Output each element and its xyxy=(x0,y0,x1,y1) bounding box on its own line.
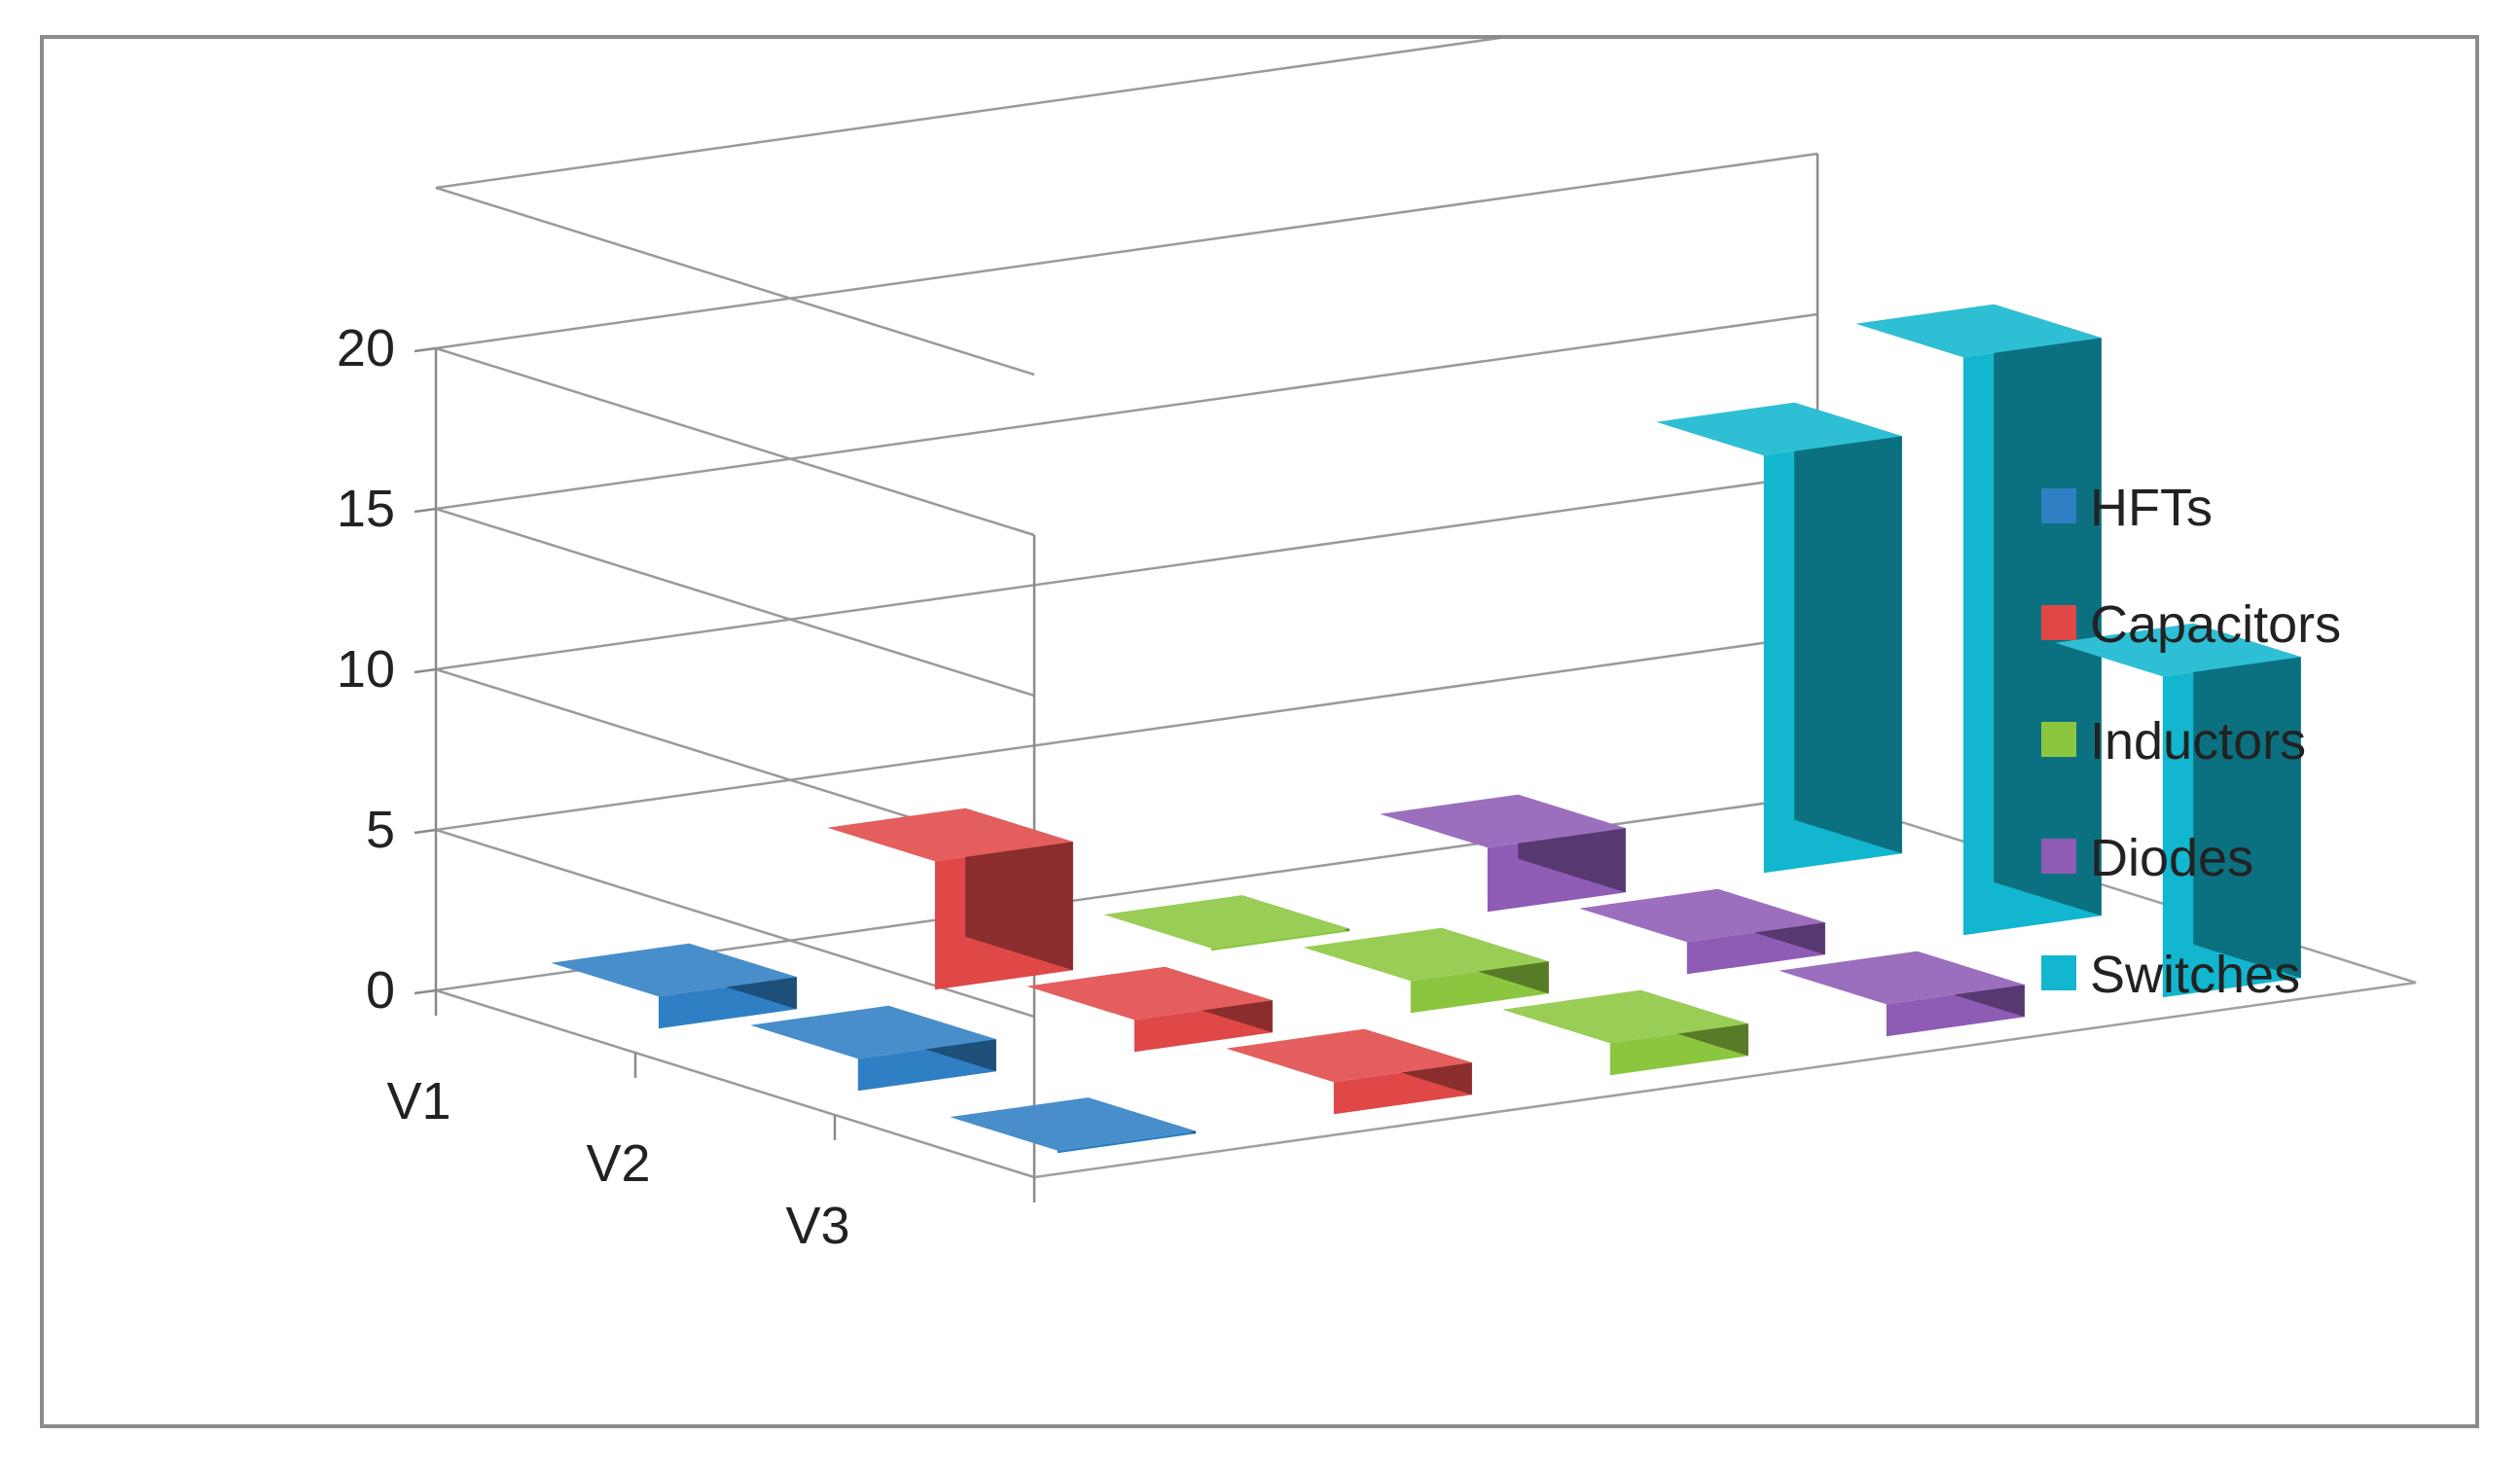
bar-top-face xyxy=(1656,402,1902,456)
y-tick-label: 0 xyxy=(366,961,395,1020)
legend-label: Diodes xyxy=(2090,829,2253,887)
y-tick-mark xyxy=(414,507,437,514)
legend-label: HFTs xyxy=(2090,479,2213,537)
bar-top-face xyxy=(1579,888,1825,943)
chart-axes: 0 5 10 15 20 V1 V2 V3 xyxy=(337,319,1036,1255)
legend-swatch xyxy=(2041,839,2076,874)
legend-label: Inductors xyxy=(2090,712,2306,771)
y-tick-label: 15 xyxy=(337,480,395,538)
bar-top-face xyxy=(950,1097,1196,1151)
legend-swatch xyxy=(2041,955,2076,990)
bar-capacitors-v2 xyxy=(1026,966,1273,1053)
legend-swatch xyxy=(2041,605,2076,640)
bar-hfts-v2 xyxy=(750,1005,996,1092)
bar-top-face xyxy=(2055,623,2301,677)
bar-top-face xyxy=(551,943,797,997)
chart-3d-column: 0 5 10 15 20 V1 V2 V3 HFTs Capacitors Inductors Di… xyxy=(337,39,2417,1255)
gridline xyxy=(435,39,1502,377)
x-tick-label: V3 xyxy=(785,1197,849,1255)
bar-capacitors-v1 xyxy=(827,807,1073,990)
bar-top-face xyxy=(1855,304,2102,358)
x-tick-label: V1 xyxy=(386,1072,450,1130)
y-tick-mark xyxy=(414,988,437,995)
legend-label: Capacitors xyxy=(2090,595,2341,654)
bar-top-face xyxy=(1226,1028,1472,1083)
bar-inductors-v2 xyxy=(1303,927,1549,1014)
y-tick-label: 10 xyxy=(337,640,395,699)
bar-front-face xyxy=(1057,1130,1196,1154)
chart-frame: 0 5 10 15 20 V1 V2 V3 HFTs Capacitors Inductors Di… xyxy=(40,35,2479,1428)
bar-diodes-v3 xyxy=(1779,951,2025,1037)
bar-switches-v1 xyxy=(1656,402,1902,874)
bar-top-face xyxy=(1380,794,1626,848)
x-tick-label: V2 xyxy=(586,1134,650,1193)
legend: HFTs Capacitors Inductors Diodes Switches xyxy=(2041,479,2341,1004)
bar-hfts-v1 xyxy=(551,943,797,1029)
bar-switches-v3 xyxy=(2055,623,2301,998)
y-tick-label: 5 xyxy=(366,801,395,859)
legend-swatch xyxy=(2041,488,2076,523)
y-tick-mark xyxy=(414,346,437,353)
bar-diodes-v2 xyxy=(1579,888,1825,975)
legend-swatch xyxy=(2041,722,2076,757)
bar-side-face xyxy=(2193,623,2301,979)
bar-top-face xyxy=(1779,951,2025,1005)
y-tick-mark xyxy=(414,828,437,835)
bar-top-face xyxy=(750,1005,996,1059)
y-tick-mark xyxy=(414,667,437,674)
bar-top-face xyxy=(827,807,1073,862)
bar-side-face xyxy=(1794,402,1902,854)
bar-hfts-v3 xyxy=(950,1097,1196,1154)
bar-diodes-v1 xyxy=(1380,794,1626,913)
bar-top-face xyxy=(1502,989,1748,1044)
bar-inductors-v3 xyxy=(1502,989,1748,1076)
y-tick-label: 20 xyxy=(337,319,395,377)
bar-inductors-v1 xyxy=(1103,895,1350,951)
chart-bars xyxy=(551,304,2301,1154)
legend-label: Switches xyxy=(2090,946,2300,1004)
bar-top-face xyxy=(1103,895,1350,949)
bar-top-face xyxy=(1026,966,1273,1021)
bar-front-face xyxy=(1210,928,1350,951)
bar-top-face xyxy=(1303,927,1549,982)
bar-capacitors-v3 xyxy=(1226,1028,1472,1115)
